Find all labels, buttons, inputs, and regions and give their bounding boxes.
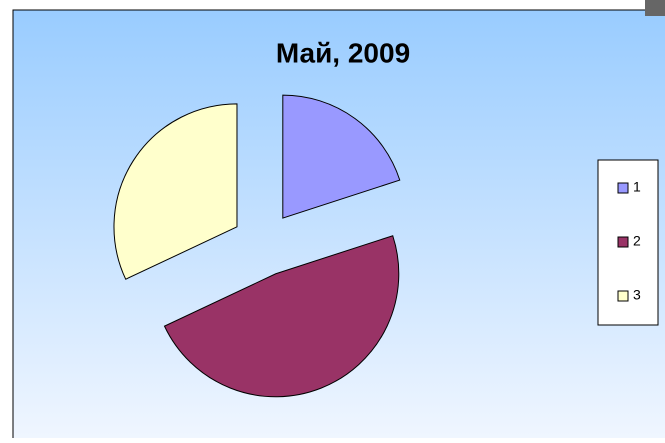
legend-swatch bbox=[617, 290, 629, 302]
corner bbox=[645, 0, 665, 16]
pie-slice bbox=[282, 94, 401, 219]
legend-swatch bbox=[617, 182, 629, 194]
legend-swatch bbox=[617, 236, 629, 248]
pie-slice bbox=[163, 235, 400, 398]
legend-label: 1 bbox=[633, 179, 641, 195]
legend-label: 3 bbox=[633, 287, 641, 303]
pie-slice bbox=[113, 103, 238, 280]
chart-title: Май, 2009 bbox=[276, 37, 410, 68]
legend-label: 2 bbox=[633, 233, 641, 249]
